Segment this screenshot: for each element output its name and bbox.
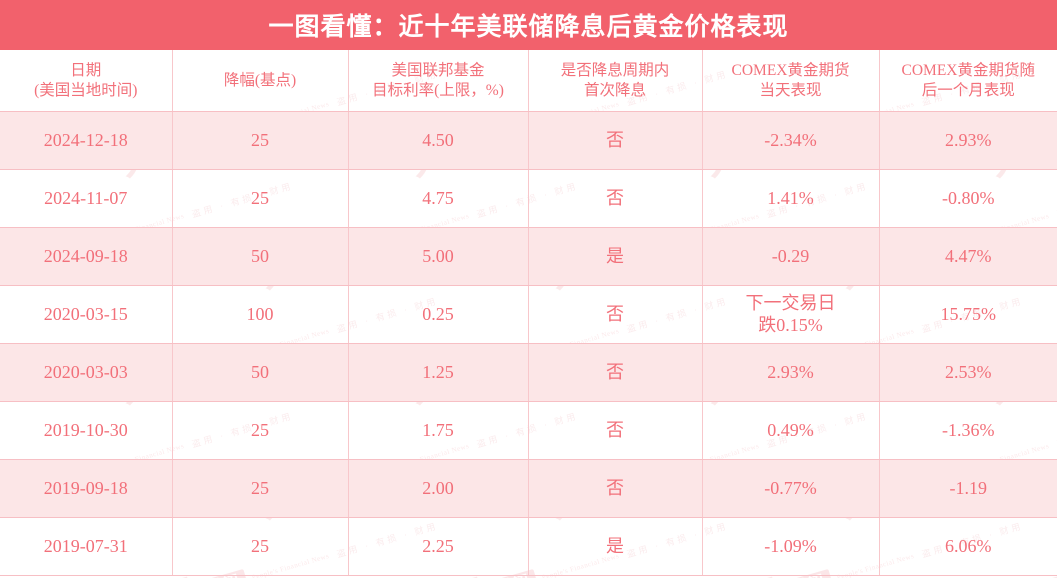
column-header-line: 日期: [70, 61, 102, 79]
table-header-row: 日期 (美国当地时间) 降幅(基点) 美国联邦基金 目标利率(上限，%) 是否降息周期内首…: [0, 50, 1057, 112]
column-header-line: COMEX黄金期货: [731, 61, 850, 79]
column-header-line: 美国联邦基金: [391, 61, 485, 79]
cell-first-cut: 否: [528, 401, 703, 460]
cell-date: 2019-09-18: [0, 459, 173, 518]
column-header-line: (美国当地时间): [34, 81, 138, 99]
column-header-first-cut: 是否降息周期内 首次降息: [528, 50, 703, 112]
cell-same-day-performance-line: -1.09%: [764, 535, 817, 556]
cell-same-day-performance-line: 1.41%: [767, 187, 814, 208]
page-title: 一图看懂：近十年美联储降息后黄金价格表现: [268, 14, 789, 41]
cell-cut-bp: 25: [172, 169, 349, 228]
column-header-same-day: COMEX黄金期货 当天表现: [702, 50, 880, 112]
cell-cut-bp: 50: [172, 227, 349, 286]
cell-same-day-performance-line: 2.93%: [767, 361, 814, 382]
cell-next-month-performance-line: 15.75%: [940, 303, 997, 324]
cell-target-rate: 4.75: [348, 169, 529, 228]
cell-first-cut: 否: [528, 111, 703, 170]
column-header-line: 当天表现: [759, 81, 822, 99]
cell-next-month-performance-line: -1.19: [949, 477, 988, 498]
column-header-line: 首次降息: [583, 81, 646, 99]
cell-cut-bp: 25: [172, 401, 349, 460]
table-row: 2024-12-18 25 4.50 否 -2.34% 2.93%: [0, 111, 1057, 170]
column-header-cut-bp: 降幅(基点): [172, 50, 349, 112]
cell-date: 2024-12-18: [0, 111, 173, 170]
cell-target-rate: 1.25: [348, 343, 529, 402]
table-row: 2019-10-30 25 1.75 否 0.49% -1.36%: [0, 401, 1057, 460]
cell-same-day-performance: -0.29: [702, 227, 880, 286]
cell-cut-bp: 50: [172, 343, 349, 402]
cell-same-day-performance: 1.41%: [702, 169, 880, 228]
cell-first-cut: 否: [528, 285, 703, 344]
table-container: 日期 (美国当地时间) 降幅(基点) 美国联邦基金 目标利率(上限，%) 是否降息周期内首…: [0, 50, 1057, 576]
cell-date: 2019-07-31: [0, 517, 173, 576]
cell-cut-bp: 100: [172, 285, 349, 344]
cell-same-day-performance-line: -0.77%: [764, 477, 817, 498]
cell-same-day-performance-line: 0.49%: [767, 419, 814, 440]
title-banner: 一图看懂：近十年美联储降息后黄金价格表现: [0, 0, 1057, 50]
cell-same-day-performance-line: -2.34%: [764, 129, 817, 150]
cell-same-day-performance: -0.77%: [702, 459, 880, 518]
cell-next-month-performance-line: -1.36%: [942, 419, 995, 440]
cell-same-day-performance-line: 下一交易日: [745, 292, 836, 313]
cell-next-month-performance: -1.19: [879, 459, 1057, 518]
column-header-line: 降幅(基点): [223, 71, 297, 89]
cell-same-day-performance: -2.34%: [702, 111, 880, 170]
cell-date: 2024-09-18: [0, 227, 173, 286]
cell-target-rate: 4.50: [348, 111, 529, 170]
cell-same-day-performance: 下一交易日 跌0.15%: [702, 285, 880, 344]
column-header-line: 目标利率(上限，%): [372, 81, 504, 99]
column-header-date: 日期 (美国当地时间): [0, 50, 173, 112]
cell-same-day-performance: -1.09%: [702, 517, 880, 576]
table-header: 日期 (美国当地时间) 降幅(基点) 美国联邦基金 目标利率(上限，%) 是否降息周期内首…: [0, 50, 1057, 112]
cell-same-day-performance: 0.49%: [702, 401, 880, 460]
cell-next-month-performance-line: 4.47%: [945, 245, 992, 266]
cell-date: 2024-11-07: [0, 169, 173, 228]
column-header-next-month: COMEX黄金期货随 后一个月表现: [879, 50, 1057, 112]
cell-next-month-performance: -1.36%: [879, 401, 1057, 460]
cell-same-day-performance-line: 跌0.15%: [758, 314, 823, 335]
table-row: 2024-09-18 50 5.00 是 -0.29 4.47%: [0, 227, 1057, 286]
cell-date: 2020-03-03: [0, 343, 173, 402]
cell-target-rate: 2.25: [348, 517, 529, 576]
cell-next-month-performance: 2.93%: [879, 111, 1057, 170]
cell-target-rate: 2.00: [348, 459, 529, 518]
cell-target-rate: 1.75: [348, 401, 529, 460]
cell-next-month-performance-line: -0.80%: [942, 187, 995, 208]
cell-first-cut: 是: [528, 517, 703, 576]
cell-target-rate: 5.00: [348, 227, 529, 286]
table-row: 2020-03-15 100 0.25 否下一交易日 跌0.15% 15.75%: [0, 285, 1057, 344]
cell-next-month-performance-line: 2.53%: [945, 361, 992, 382]
cell-cut-bp: 25: [172, 459, 349, 518]
cell-next-month-performance: 15.75%: [879, 285, 1057, 344]
cell-next-month-performance: 4.47%: [879, 227, 1057, 286]
table-row: 2019-09-18 25 2.00 否 -0.77% -1.19: [0, 459, 1057, 518]
cell-same-day-performance-line: -0.29: [771, 245, 810, 266]
cell-first-cut: 否: [528, 169, 703, 228]
table-row: 2020-03-03 50 1.25 否 2.93% 2.53%: [0, 343, 1057, 402]
cell-first-cut: 否: [528, 459, 703, 518]
cell-same-day-performance: 2.93%: [702, 343, 880, 402]
cell-next-month-performance: -0.80%: [879, 169, 1057, 228]
cell-cut-bp: 25: [172, 517, 349, 576]
table-row: 2019-07-31 25 2.25 是 -1.09% 6.06%: [0, 517, 1057, 576]
cell-date: 2020-03-15: [0, 285, 173, 344]
column-header-line: 后一个月表现: [921, 81, 1015, 99]
column-header-target-rate: 美国联邦基金目标利率(上限，%): [348, 50, 529, 112]
cell-first-cut: 是: [528, 227, 703, 286]
table-body: 2024-12-18 25 4.50 否 -2.34% 2.93% 2024-11-07 25…: [0, 111, 1057, 576]
column-header-line: COMEX黄金期货随: [901, 61, 1035, 79]
rate-cut-gold-table: 日期 (美国当地时间) 降幅(基点) 美国联邦基金 目标利率(上限，%) 是否降息周期内首…: [0, 50, 1057, 576]
cell-first-cut: 否: [528, 343, 703, 402]
cell-next-month-performance: 2.53%: [879, 343, 1057, 402]
cell-cut-bp: 25: [172, 111, 349, 170]
cell-target-rate: 0.25: [348, 285, 529, 344]
cell-date: 2019-10-30: [0, 401, 173, 460]
cell-next-month-performance: 6.06%: [879, 517, 1057, 576]
column-header-line: 是否降息周期内: [560, 61, 670, 79]
table-row: 2024-11-07 25 4.75 否 1.41% -0.80%: [0, 169, 1057, 228]
cell-next-month-performance-line: 6.06%: [945, 535, 992, 556]
cell-next-month-performance-line: 2.93%: [945, 129, 992, 150]
